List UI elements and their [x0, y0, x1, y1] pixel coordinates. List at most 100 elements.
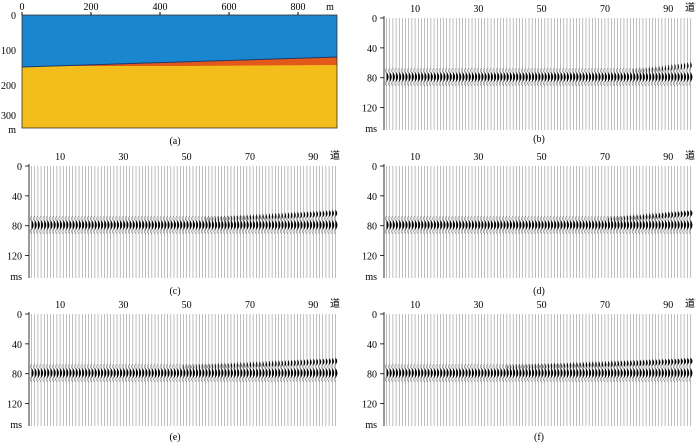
trace-y-tick: 120 [7, 252, 22, 263]
panel-d: 10 30 50 70 90 道 0 40 80 120 ms (d) [355, 148, 700, 297]
panel-f-figure: 10 30 50 70 90 道 0 40 80 120 ms [362, 297, 695, 431]
trace-y-tick: 0 [372, 14, 377, 25]
panel-a-y-tick: 300 [1, 111, 16, 122]
panel-e-caption: (e) [169, 432, 181, 443]
panel-a-y-tick: 0 [11, 11, 16, 22]
trace-y-tick: 40 [367, 44, 377, 55]
panel-d-caption: (d) [533, 286, 545, 297]
trace-y-tick: 120 [362, 104, 377, 115]
layer-bottom [22, 66, 337, 128]
panel-b-caption: (b) [533, 134, 545, 145]
layer-bottom-boundary [22, 65, 337, 68]
trace-x-tick: 50 [182, 152, 192, 163]
panel-d-figure: 10 30 50 70 90 道 0 40 80 120 ms [362, 149, 695, 283]
panel-e-figure: 10 30 50 70 90 道 0 40 80 120 ms [7, 297, 340, 431]
trace-x-tick: 90 [663, 152, 673, 163]
trace-x-unit: 道 [330, 297, 340, 310]
trace-y-tick: 80 [12, 370, 22, 381]
trace-y-tick: 80 [367, 222, 377, 233]
trace-y-tick: 0 [372, 162, 377, 173]
trace-x-tick: 90 [308, 152, 318, 163]
panel-b: 10 30 50 70 90 道 0 40 80 120 ms (b) [355, 0, 700, 145]
trace-x-tick: 70 [245, 300, 255, 311]
trace-y-tick: 80 [367, 370, 377, 381]
panel-a-x-tick: 600 [222, 2, 237, 13]
trace-x-unit: 道 [685, 1, 695, 14]
trace-x-unit: 道 [685, 149, 695, 162]
trace-x-tick: 10 [55, 152, 65, 163]
trace-x-tick: 90 [663, 300, 673, 311]
trace-y-tick: 120 [7, 400, 22, 411]
panel-c-figure: 10 30 50 70 90 道 0 40 80 120 ms [7, 149, 340, 283]
panel-b-figure: 10 30 50 70 90 道 0 40 80 120 ms [362, 1, 695, 135]
trace-y-unit: ms [365, 272, 377, 283]
trace-y-tick: 120 [362, 400, 377, 411]
panel-c-caption: (c) [169, 286, 181, 297]
trace-set [29, 166, 338, 278]
trace-x-tick: 10 [410, 152, 420, 163]
trace-x-tick: 70 [600, 4, 610, 15]
trace-x-tick: 90 [663, 4, 673, 15]
trace-x-axis: 10 30 50 70 90 道 [410, 149, 695, 163]
trace-x-axis: 10 30 50 70 90 道 [410, 1, 695, 15]
trace-y-axis: 0 40 80 120 ms [362, 310, 384, 431]
trace-y-tick: 40 [12, 340, 22, 351]
panel-a-x-tick: 400 [153, 2, 168, 13]
trace-x-tick: 70 [600, 152, 610, 163]
panel-a-x-unit: m [326, 2, 334, 13]
panel-a-x-tick: 800 [291, 2, 306, 13]
trace-x-tick: 30 [118, 300, 128, 311]
trace-y-tick: 0 [17, 162, 22, 173]
panel-a-x-tick: 0 [20, 2, 25, 13]
trace-y-tick: 40 [367, 340, 377, 351]
trace-y-tick: 80 [12, 222, 22, 233]
trace-set [384, 314, 693, 426]
panel-f-caption: (f) [534, 432, 544, 443]
panel-a-y-unit: m [8, 125, 16, 136]
panel-a-y-tick: 100 [1, 46, 16, 57]
panel-a: 0 200 400 600 800 m 0 100 200 300 m (a) [0, 0, 345, 150]
trace-x-axis: 10 30 50 70 90 道 [55, 149, 340, 163]
trace-y-axis: 0 40 80 120 ms [362, 14, 384, 135]
trace-x-tick: 50 [537, 4, 547, 15]
trace-x-tick: 50 [182, 300, 192, 311]
trace-y-unit: ms [365, 420, 377, 431]
trace-x-tick: 70 [245, 152, 255, 163]
panel-a-x-tick: 200 [84, 2, 99, 13]
trace-x-tick: 90 [308, 300, 318, 311]
trace-y-tick: 40 [367, 192, 377, 203]
panel-a-y-axis: 0 100 200 300 m [1, 11, 16, 136]
trace-x-tick: 10 [55, 300, 65, 311]
trace-set [29, 314, 338, 426]
trace-y-unit: ms [10, 420, 22, 431]
trace-y-tick: 80 [367, 74, 377, 85]
panel-a-caption: (a) [169, 136, 181, 147]
trace-x-tick: 70 [600, 300, 610, 311]
trace-x-tick: 50 [537, 152, 547, 163]
trace-y-tick: 0 [17, 310, 22, 321]
layer-top-fill-edge [22, 15, 337, 67]
trace-set [384, 166, 693, 278]
trace-x-tick: 30 [473, 4, 483, 15]
trace-x-unit: 道 [330, 149, 340, 162]
trace-x-unit: 道 [685, 297, 695, 310]
trace-y-unit: ms [365, 124, 377, 135]
trace-x-axis: 10 30 50 70 90 道 [55, 297, 340, 311]
trace-y-tick: 40 [12, 192, 22, 203]
trace-y-unit: ms [10, 272, 22, 283]
trace-x-tick: 30 [473, 152, 483, 163]
trace-x-tick: 10 [410, 300, 420, 311]
trace-y-axis: 0 40 80 120 ms [362, 162, 384, 283]
trace-y-tick: 120 [362, 252, 377, 263]
panel-a-figure: 0 200 400 600 800 m 0 100 200 300 m [1, 2, 338, 136]
trace-x-tick: 30 [473, 300, 483, 311]
panel-a-x-axis: 0 200 400 600 800 m [20, 2, 334, 15]
trace-y-axis: 0 40 80 120 ms [7, 162, 29, 283]
panel-a-y-tick: 200 [1, 81, 16, 92]
trace-set [384, 18, 693, 130]
panel-f: 10 30 50 70 90 道 0 40 80 120 ms (f) [355, 296, 700, 443]
panel-e: 10 30 50 70 90 道 0 40 80 120 ms (e) [0, 296, 345, 443]
trace-x-tick: 10 [410, 4, 420, 15]
trace-y-axis: 0 40 80 120 ms [7, 310, 29, 431]
trace-x-tick: 30 [118, 152, 128, 163]
